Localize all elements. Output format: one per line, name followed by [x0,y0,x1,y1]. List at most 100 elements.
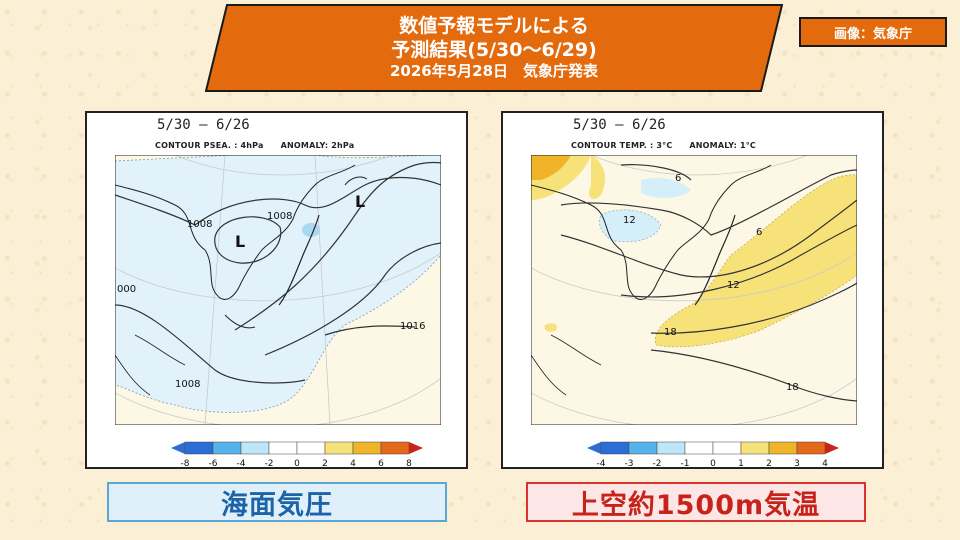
latitude-line [115,252,441,302]
latitude-line [531,377,857,425]
coastline [344,176,368,186]
isobar [264,242,441,356]
left-contour-interval: CONTOUR PSEA. : 4hPa [155,141,264,150]
isobar [115,304,306,384]
colorbar-cell [212,441,242,455]
right-map: 6 12 6 12 18 18 [531,155,857,425]
isotherm-label: 18 [664,327,677,338]
low-pressure-symbol: L [235,232,245,251]
colorbar-tick: -4 [237,459,246,469]
coastline [115,164,356,300]
colorbar-tick: -3 [625,459,634,469]
isotherm-label: 6 [756,227,762,238]
temperature-850hpa-map-panel: 5/30 – 6/26 CONTOUR TEMP. : 3°C ANOMALY:… [501,111,884,469]
colorbar-tick: 0 [294,459,300,469]
colorbar-tick: 4 [350,459,356,469]
left-colorbar: -8 -6 -4 -2 0 2 4 6 8 [171,441,423,469]
isobar-label: 000 [117,284,136,295]
latitude-line [115,377,441,425]
colorbar-tick: -2 [265,459,274,469]
colorbar-tick: -8 [181,459,190,469]
latitude-line [174,155,394,176]
colorbar-cell [268,441,298,455]
colorbar-cell [684,441,714,455]
positive-anomaly-band [654,174,857,348]
colorbar-tick: 2 [766,459,772,469]
colorbar-tick: 8 [406,459,412,469]
isotherm-label: 12 [623,215,636,226]
colorbar-cell [184,441,214,455]
banner-date-line: 2026年5月28日 気象庁発表 [389,62,599,81]
isotherm [560,169,857,236]
isotherm [620,164,692,181]
positive-anomaly-patch [544,323,558,332]
isobar [115,176,441,226]
colorbar-cell [600,441,630,455]
colorbar-cell [296,441,326,455]
right-contour-info: CONTOUR TEMP. : 3°C ANOMALY: 1°C [571,141,770,150]
colorbar-tick: 4 [822,459,828,469]
isobar-label: 1008 [267,211,292,222]
positive-anomaly-strong [531,155,571,180]
banner-shape [205,4,783,92]
coastline [224,314,256,329]
colorbar-tick: 3 [794,459,800,469]
negative-anomaly-area [599,209,662,243]
banner-title-line2: 予測結果(5/30～6/29) [391,38,597,61]
sea-level-pressure-caption: 海面気圧 [107,482,447,522]
colorbar-tick: -2 [653,459,662,469]
isotherm [650,349,857,402]
longitude-line [314,155,331,425]
colorbar-cell [740,441,770,455]
image-credit: 画像：気象庁 [799,17,947,47]
negative-anomaly-area [115,155,441,413]
colorbar-tick: 0 [710,459,716,469]
latitude-line [531,252,857,302]
title-banner: 数値予報モデルによる 予測結果(5/30～6/29) 2026年5月28日 気象… [205,4,783,92]
banner-title-line1: 数値予報モデルによる [399,14,589,37]
isobar-closed [214,216,282,264]
isotherm [620,224,857,298]
colorbar-tick: -4 [597,459,606,469]
colorbar-tick: 6 [378,459,384,469]
isobar [324,325,416,336]
anomaly-patch [302,223,320,237]
colorbar-tick: 2 [322,459,328,469]
colorbar-cell [352,441,382,455]
colorbar-tick: 1 [738,459,744,469]
colorbar-cell [324,441,354,455]
isotherm-label: 18 [786,382,799,393]
right-colorbar: -4 -3 -2 -1 0 1 2 3 4 [587,441,839,469]
latitude-line [590,155,810,176]
left-period: 5/30 – 6/26 [157,117,250,133]
left-contour-info: CONTOUR PSEA. : 4hPa ANOMALY: 2hPa [155,141,368,150]
temperature-caption: 上空約1500m気温 [526,482,866,522]
isotherm [560,199,857,278]
left-anomaly-interval: ANOMALY: 2hPa [280,141,355,150]
isobar-label: 1008 [175,379,200,390]
coastline [115,334,186,396]
right-contour-interval: CONTOUR TEMP. : 3°C [571,141,673,150]
right-period: 5/30 – 6/26 [573,117,666,133]
low-pressure-symbol: L [355,192,365,211]
positive-anomaly-area [589,155,606,200]
isotherm-label: 6 [675,173,681,184]
negative-anomaly-area [641,178,691,198]
isobar-label: 1008 [187,219,212,230]
colorbar-cell [796,441,826,455]
isotherm [650,282,857,334]
colorbar-cell [409,442,423,454]
longitude-line [204,155,226,425]
colorbar-cell [768,441,798,455]
colorbar-cell [656,441,686,455]
colorbar-cell [628,441,658,455]
isobar [234,161,441,331]
colorbar-cell [825,442,839,454]
coastline [531,164,772,300]
colorbar-tick: -1 [681,459,690,469]
colorbar-tick: -6 [209,459,218,469]
left-map: 1008 1008 1016 1008 000 L L [115,155,441,425]
colorbar-cell [171,442,185,454]
colorbar-cell [587,442,601,454]
colorbar-cell [240,441,270,455]
